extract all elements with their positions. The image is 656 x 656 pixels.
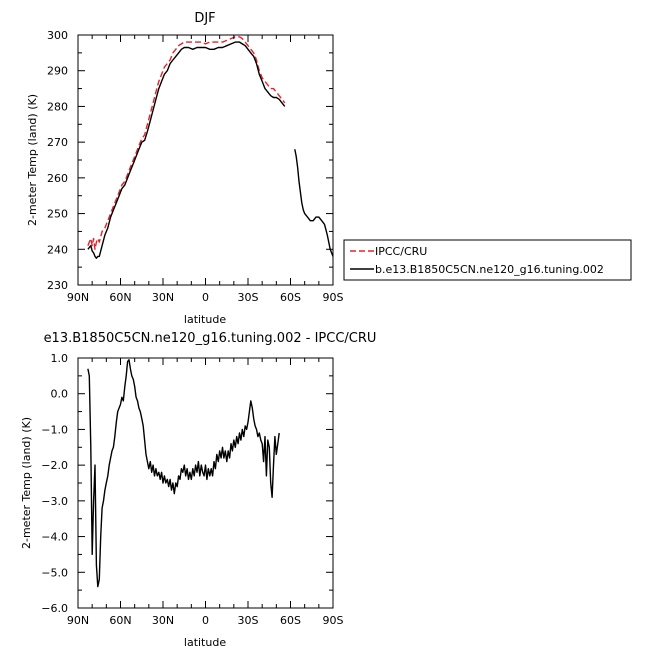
bottom-y-tick-label: −6.0 — [41, 602, 68, 615]
bottom-chart-title: e13.B1850C5CN.ne120_g16.tuning.002 - IPC… — [44, 331, 377, 346]
bottom-x-tick-label: 90N — [67, 614, 89, 627]
top-y-axis-label: 2-meter Temp (land) (K) — [26, 94, 39, 226]
bottom-series-group — [87, 359, 280, 588]
bottom-x-tick-label: 60S — [280, 614, 301, 627]
top-chart-title: DJF — [194, 11, 215, 26]
legend-label-ipcc-cru: IPCC/CRU — [375, 245, 427, 258]
bottom-plot-frame — [77, 357, 334, 609]
bottom-axes: 90N 60N 30N 0 30S 60S 90S −6.0 −5.0 −4.0 −3.0 −2.0 −… — [41, 352, 343, 627]
top-series-0-line-0 — [87, 36, 286, 251]
bottom-x-tick-label: 30S — [238, 614, 259, 627]
top-x-tick-label: 30N — [152, 291, 174, 304]
top-x-tick-label: 90S — [323, 291, 344, 304]
top-y-tick-label: 300 — [47, 29, 68, 42]
top-x-tick-label: 60S — [280, 291, 301, 304]
top-y-tick-label: 250 — [47, 208, 68, 221]
top-series-1-line-1 — [294, 149, 334, 257]
top-series-group — [87, 36, 334, 259]
top-y-tick-label: 280 — [47, 100, 68, 113]
top-plot-frame — [77, 34, 334, 286]
bottom-y-tick-label: −2.0 — [41, 459, 68, 472]
top-x-tick-label: 90N — [67, 291, 89, 304]
top-y-tick-label: 260 — [47, 172, 68, 185]
bottom-y-tick-label: 0.0 — [51, 388, 69, 401]
bottom-series-0-line-0 — [87, 359, 280, 588]
bottom-y-tick-label: −5.0 — [41, 566, 68, 579]
bottom-x-axis-label: latitude — [184, 636, 226, 649]
top-panel: DJF 90N 60N 30N 0 30S 60S 90S 230 240 250 260 270 28… — [26, 11, 632, 326]
bottom-y-tick-label: −4.0 — [41, 531, 68, 544]
legend-box — [343, 239, 632, 281]
bottom-y-tick-label: −1.0 — [41, 423, 68, 436]
bottom-panel: e13.B1850C5CN.ne120_g16.tuning.002 - IPC… — [20, 331, 376, 649]
legend: IPCC/CRU b.e13.B1850C5CN.ne120_g16.tunin… — [343, 239, 632, 281]
legend-label-model: b.e13.B1850C5CN.ne120_g16.tuning.002 — [375, 263, 604, 276]
bottom-x-tick-label: 30N — [152, 614, 174, 627]
bottom-y-tick-label: −3.0 — [41, 495, 68, 508]
bottom-x-tick-label: 60N — [109, 614, 131, 627]
bottom-y-axis-label: 2-meter Temp (land) (K) — [20, 417, 33, 549]
top-x-axis-label: latitude — [184, 313, 226, 326]
bottom-y-tick-label: 1.0 — [51, 352, 69, 365]
top-x-tick-label: 0 — [202, 291, 209, 304]
top-x-tick-label: 60N — [109, 291, 131, 304]
top-y-tick-label: 240 — [47, 243, 68, 256]
top-y-tick-label: 290 — [47, 65, 68, 78]
top-y-tick-label: 230 — [47, 279, 68, 292]
top-axes: 90N 60N 30N 0 30S 60S 90S 230 240 250 260 270 280 290… — [47, 29, 344, 304]
bottom-x-tick-label: 90S — [323, 614, 344, 627]
top-x-tick-label: 30S — [238, 291, 259, 304]
bottom-x-tick-label: 0 — [202, 614, 209, 627]
top-series-1-line-0 — [87, 41, 286, 259]
top-y-tick-label: 270 — [47, 136, 68, 149]
